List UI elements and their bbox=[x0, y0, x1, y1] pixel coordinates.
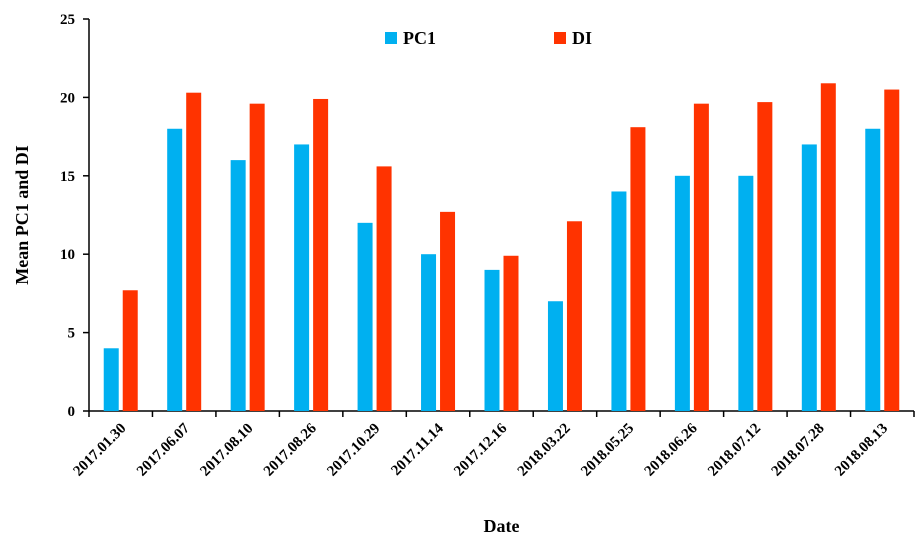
x-tick-label: 2018.08.13 bbox=[832, 421, 891, 480]
x-tick-label: 2017.10.29 bbox=[324, 421, 383, 480]
y-tick-label: 20 bbox=[60, 90, 75, 106]
bar-di-2017.08.10 bbox=[249, 103, 265, 411]
bar-pc1-2018.03.22 bbox=[547, 301, 563, 411]
bar-di-2017.11.14 bbox=[440, 211, 456, 411]
legend-swatch-di bbox=[554, 32, 566, 44]
x-tick-label: 2018.07.12 bbox=[705, 421, 764, 480]
bar-pc1-2018.08.13 bbox=[865, 128, 881, 411]
y-tick-label: 15 bbox=[60, 169, 75, 185]
bar-di-2017.08.26 bbox=[313, 98, 329, 411]
bar-di-2017.12.16 bbox=[503, 255, 519, 411]
y-tick-label: 10 bbox=[60, 247, 75, 263]
legend-swatch-pc1 bbox=[385, 32, 397, 44]
bar-pc1-2017.10.29 bbox=[357, 222, 373, 411]
bar-di-2018.05.25 bbox=[630, 127, 646, 411]
x-tick-label: 2018.05.25 bbox=[578, 421, 637, 480]
bar-di-2018.03.22 bbox=[566, 221, 582, 411]
bar-pc1-2017.12.16 bbox=[484, 269, 500, 411]
legend-label-pc1: PC1 bbox=[403, 28, 436, 48]
y-tick-label: 25 bbox=[60, 12, 75, 28]
legend: PC1 DI bbox=[385, 28, 592, 48]
bar-di-2018.06.26 bbox=[693, 103, 709, 411]
bar-di-2017.01.30 bbox=[122, 290, 138, 411]
x-tick-label: 2018.07.28 bbox=[769, 421, 828, 480]
bar-di-2017.10.29 bbox=[376, 166, 392, 411]
bar-pc1-2018.05.25 bbox=[611, 191, 627, 411]
y-tick-label: 0 bbox=[68, 404, 76, 420]
y-tick-label: 5 bbox=[68, 326, 76, 342]
bar-di-2018.07.12 bbox=[757, 102, 773, 411]
bar-di-2017.06.07 bbox=[186, 92, 202, 412]
bar-pc1-2018.07.28 bbox=[801, 144, 817, 411]
x-tick-label: 2017.12.16 bbox=[451, 420, 510, 479]
x-tick-label: 2017.01.30 bbox=[71, 421, 130, 480]
bar-pc1-2017.01.30 bbox=[103, 348, 119, 411]
x-tick-label: 2017.08.26 bbox=[261, 420, 320, 479]
x-tick-label: 2017.08.10 bbox=[197, 421, 256, 480]
bar-di-2018.08.13 bbox=[884, 89, 900, 411]
bar-pc1-2018.07.12 bbox=[738, 175, 754, 411]
x-tick-label: 2018.06.26 bbox=[642, 420, 701, 479]
x-axis-title: Date bbox=[484, 516, 520, 536]
x-tick-label: 2018.03.22 bbox=[515, 421, 574, 480]
bar-pc1-2017.08.10 bbox=[230, 160, 246, 411]
bar-pc1-2017.11.14 bbox=[421, 254, 437, 411]
x-tick-label: 2017.06.07 bbox=[134, 420, 193, 479]
bar-di-2018.07.28 bbox=[820, 83, 836, 412]
bar-pc1-2017.06.07 bbox=[167, 128, 183, 411]
legend-label-di: DI bbox=[572, 28, 592, 48]
bar-pc1-2017.08.26 bbox=[294, 144, 310, 411]
x-tick-label: 2017.11.14 bbox=[388, 420, 447, 479]
y-axis-title: Mean PC1 and DI bbox=[12, 145, 32, 285]
bar-pc1-2018.06.26 bbox=[674, 175, 690, 411]
plot-area: 0 5 10 15 20 25 2017.01.30 2017.06.07 2017.08.10… bbox=[60, 12, 915, 480]
